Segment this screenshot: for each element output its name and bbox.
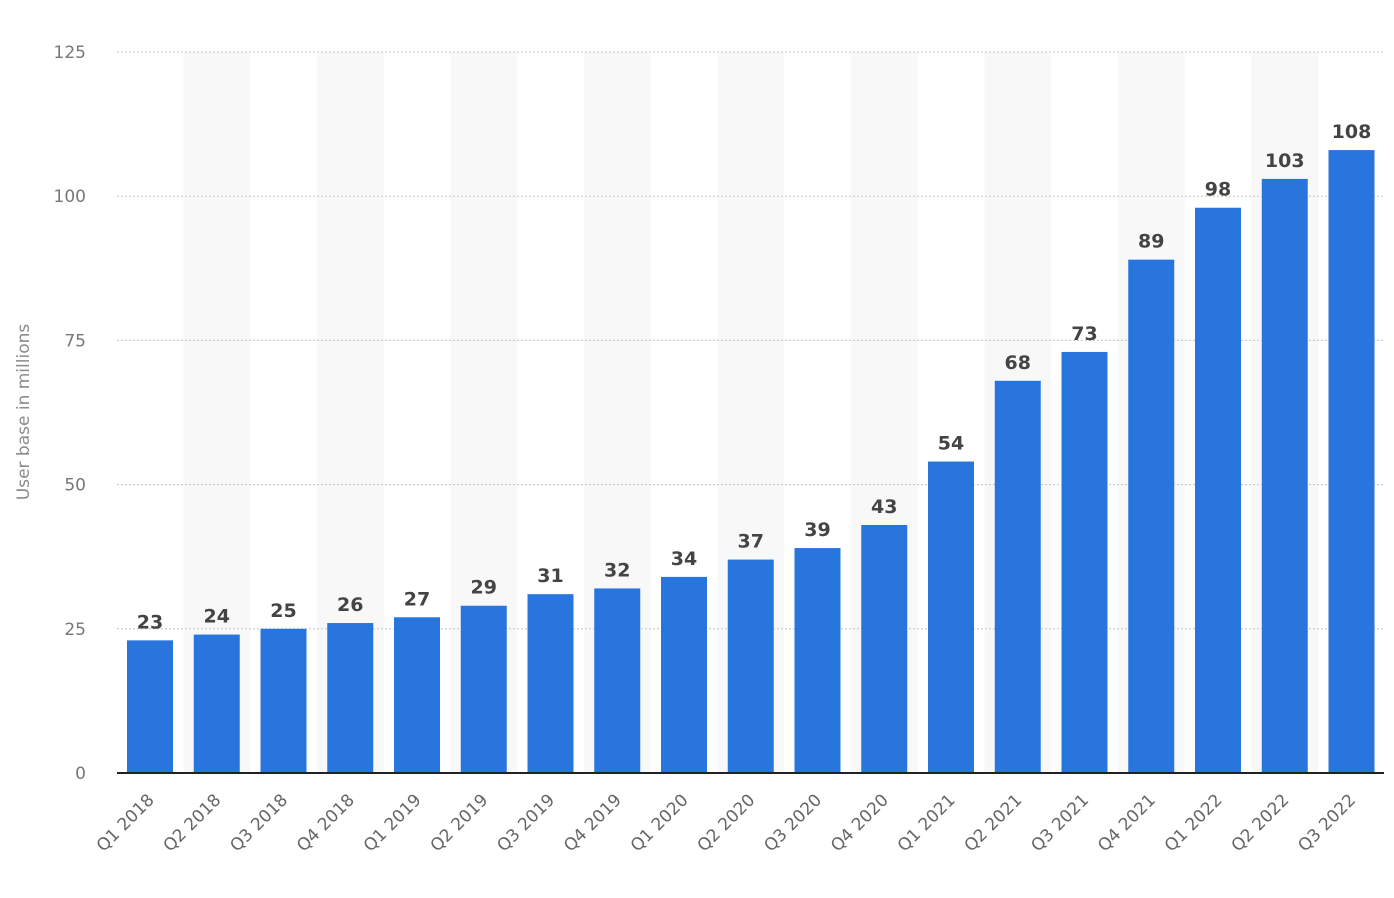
data-labels: 23 24 25 26 27 29 31 32 34 37 39 43 54 68 73 89 98 103 108	[137, 121, 1372, 633]
bar[interactable]	[928, 461, 974, 773]
x-tick-label: Q2 2022	[1228, 790, 1294, 856]
x-tick-label: Q2 2019	[427, 790, 493, 856]
data-label: 23	[137, 611, 163, 633]
y-tick-label: 100	[54, 187, 86, 207]
x-tick-label: Q3 2020	[760, 790, 826, 856]
bar[interactable]	[193, 634, 240, 773]
bar[interactable]	[460, 605, 507, 773]
data-label: 24	[204, 606, 230, 628]
data-label: 34	[671, 548, 697, 570]
y-tick-labels: 0 25 50 75 100 125	[54, 43, 86, 784]
y-tick-label: 50	[64, 476, 86, 496]
data-label: 27	[404, 588, 430, 610]
x-tick-label: Q1 2022	[1161, 790, 1227, 856]
bar[interactable]	[794, 548, 841, 773]
x-tick-label: Q3 2021	[1027, 790, 1093, 856]
bar[interactable]	[1195, 207, 1241, 774]
data-label: 73	[1071, 323, 1097, 345]
data-label: 25	[270, 600, 296, 622]
x-tick-label: Q3 2018	[226, 790, 292, 856]
bars	[127, 150, 1375, 774]
x-tick-labels: Q1 2018 Q2 2018 Q3 2018 Q4 2018 Q1 2019 Q2 20…	[93, 790, 1360, 856]
x-tick-label: Q3 2019	[493, 790, 559, 856]
bar[interactable]	[861, 524, 908, 773]
x-tick-label: Q2 2018	[160, 790, 226, 856]
y-tick-label: 0	[75, 764, 86, 784]
data-label: 54	[938, 433, 964, 455]
bar[interactable]	[1128, 259, 1175, 773]
data-label: 32	[604, 559, 630, 581]
x-tick-label: Q3 2022	[1294, 790, 1360, 856]
x-tick-label: Q2 2021	[961, 790, 1027, 856]
x-tick-label: Q1 2019	[360, 790, 426, 856]
bar[interactable]	[727, 559, 774, 773]
bar[interactable]	[394, 617, 440, 773]
x-tick-label: Q4 2021	[1094, 790, 1160, 856]
data-label: 37	[738, 531, 764, 553]
x-tick-label: Q4 2020	[827, 790, 893, 856]
bar[interactable]	[1328, 150, 1375, 773]
x-tick-label: Q4 2019	[560, 790, 626, 856]
data-label: 43	[871, 496, 897, 518]
data-label: 31	[537, 565, 563, 587]
bar[interactable]	[1061, 351, 1108, 773]
bar[interactable]	[661, 576, 707, 773]
x-tick-label: Q1 2021	[894, 790, 960, 856]
data-label: 39	[804, 519, 830, 541]
data-label: 108	[1332, 121, 1372, 143]
data-label: 29	[471, 577, 497, 599]
data-label: 98	[1205, 179, 1231, 201]
bar[interactable]	[127, 640, 173, 773]
x-tick-label: Q1 2020	[627, 790, 693, 856]
x-tick-label: Q2 2020	[694, 790, 760, 856]
data-label: 103	[1265, 150, 1305, 172]
data-label: 68	[1005, 352, 1031, 374]
y-tick-label: 25	[64, 620, 86, 640]
x-tick-label: Q1 2018	[93, 790, 159, 856]
data-label: 89	[1138, 231, 1164, 253]
bar[interactable]	[994, 380, 1041, 773]
bar[interactable]	[260, 628, 307, 773]
bar[interactable]	[1261, 178, 1308, 773]
y-tick-label: 75	[64, 331, 86, 351]
y-tick-label: 125	[54, 43, 86, 63]
bar[interactable]	[527, 594, 574, 773]
y-axis-title: User base in millions	[14, 324, 34, 501]
data-label: 26	[337, 594, 363, 616]
bar[interactable]	[327, 623, 374, 773]
bar[interactable]	[594, 588, 641, 773]
x-tick-label: Q4 2018	[293, 790, 359, 856]
